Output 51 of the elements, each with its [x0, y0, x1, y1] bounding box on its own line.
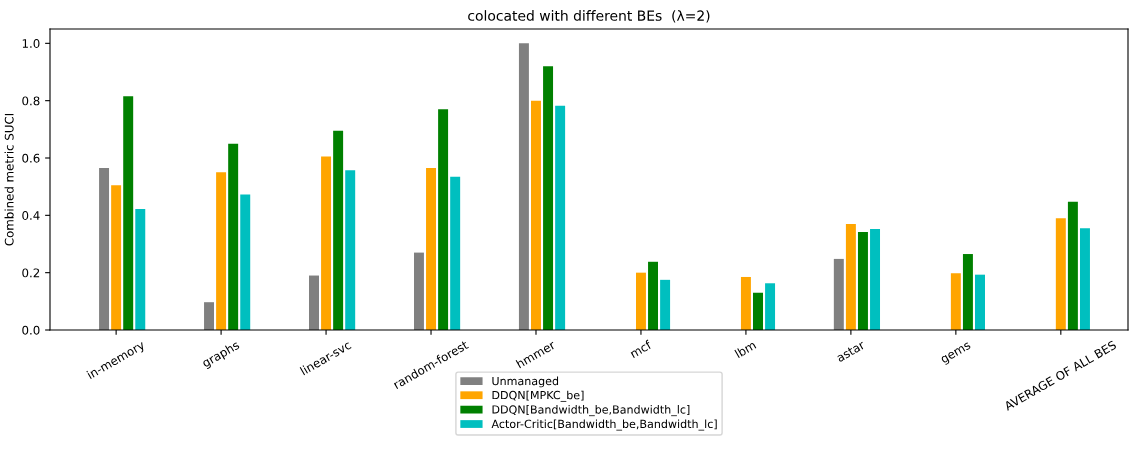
bar: [438, 109, 449, 330]
bar: [857, 231, 868, 330]
legend-label: DDQN[MPKC_be]: [492, 390, 584, 402]
bar: [555, 105, 566, 330]
bar: [426, 168, 437, 330]
bar: [833, 258, 844, 330]
bar: [345, 170, 356, 330]
bar: [135, 209, 146, 330]
chart-title: colocated with different BEs (λ=2): [468, 10, 710, 23]
bar: [450, 176, 461, 330]
bar: [99, 168, 110, 330]
bar: [543, 66, 554, 330]
y-tick-label: 0.8: [22, 96, 40, 106]
y-axis-title: Combined metric SUCI: [4, 113, 14, 246]
bar: [753, 292, 763, 330]
legend-label: Actor-Critic[Bandwidth_be,Bandwidth_lc]: [491, 419, 717, 431]
y-tick-label: 0.2: [22, 268, 40, 278]
bar: [333, 130, 344, 330]
bar: [660, 279, 671, 330]
bar: [870, 229, 881, 330]
bar: [845, 223, 856, 330]
x-tick-label: astar: [835, 340, 866, 363]
bar: [531, 100, 541, 330]
bar: [1055, 218, 1066, 330]
legend-label: DDQN[Bandwidth_be,Bandwidth_lc]: [492, 405, 690, 417]
y-tick-label: 1.0: [22, 39, 40, 48]
bar: [518, 43, 529, 330]
bar: [216, 172, 227, 330]
bar: [740, 276, 751, 330]
bar: [413, 252, 424, 330]
bar: [228, 143, 239, 330]
bar: [321, 156, 332, 330]
bar: [635, 272, 646, 330]
bar: [1079, 228, 1090, 330]
bar: [240, 194, 251, 330]
bar: [765, 283, 776, 330]
bar: [648, 261, 659, 330]
y-tick-label: 0.0: [22, 325, 40, 335]
y-tick-label: 0.6: [22, 153, 40, 163]
bar: [111, 185, 122, 330]
x-tick-label: mcf: [629, 339, 653, 359]
bar: [123, 96, 134, 330]
bar: [950, 273, 961, 330]
bar: [975, 274, 985, 330]
bar: [204, 302, 215, 330]
legend-label: Unmanaged: [492, 376, 559, 388]
y-tick-label: 0.4: [22, 211, 40, 220]
bar: [1067, 201, 1078, 330]
x-tick-label: lbm: [734, 340, 757, 359]
bar: [309, 275, 319, 330]
bar: [962, 254, 973, 330]
